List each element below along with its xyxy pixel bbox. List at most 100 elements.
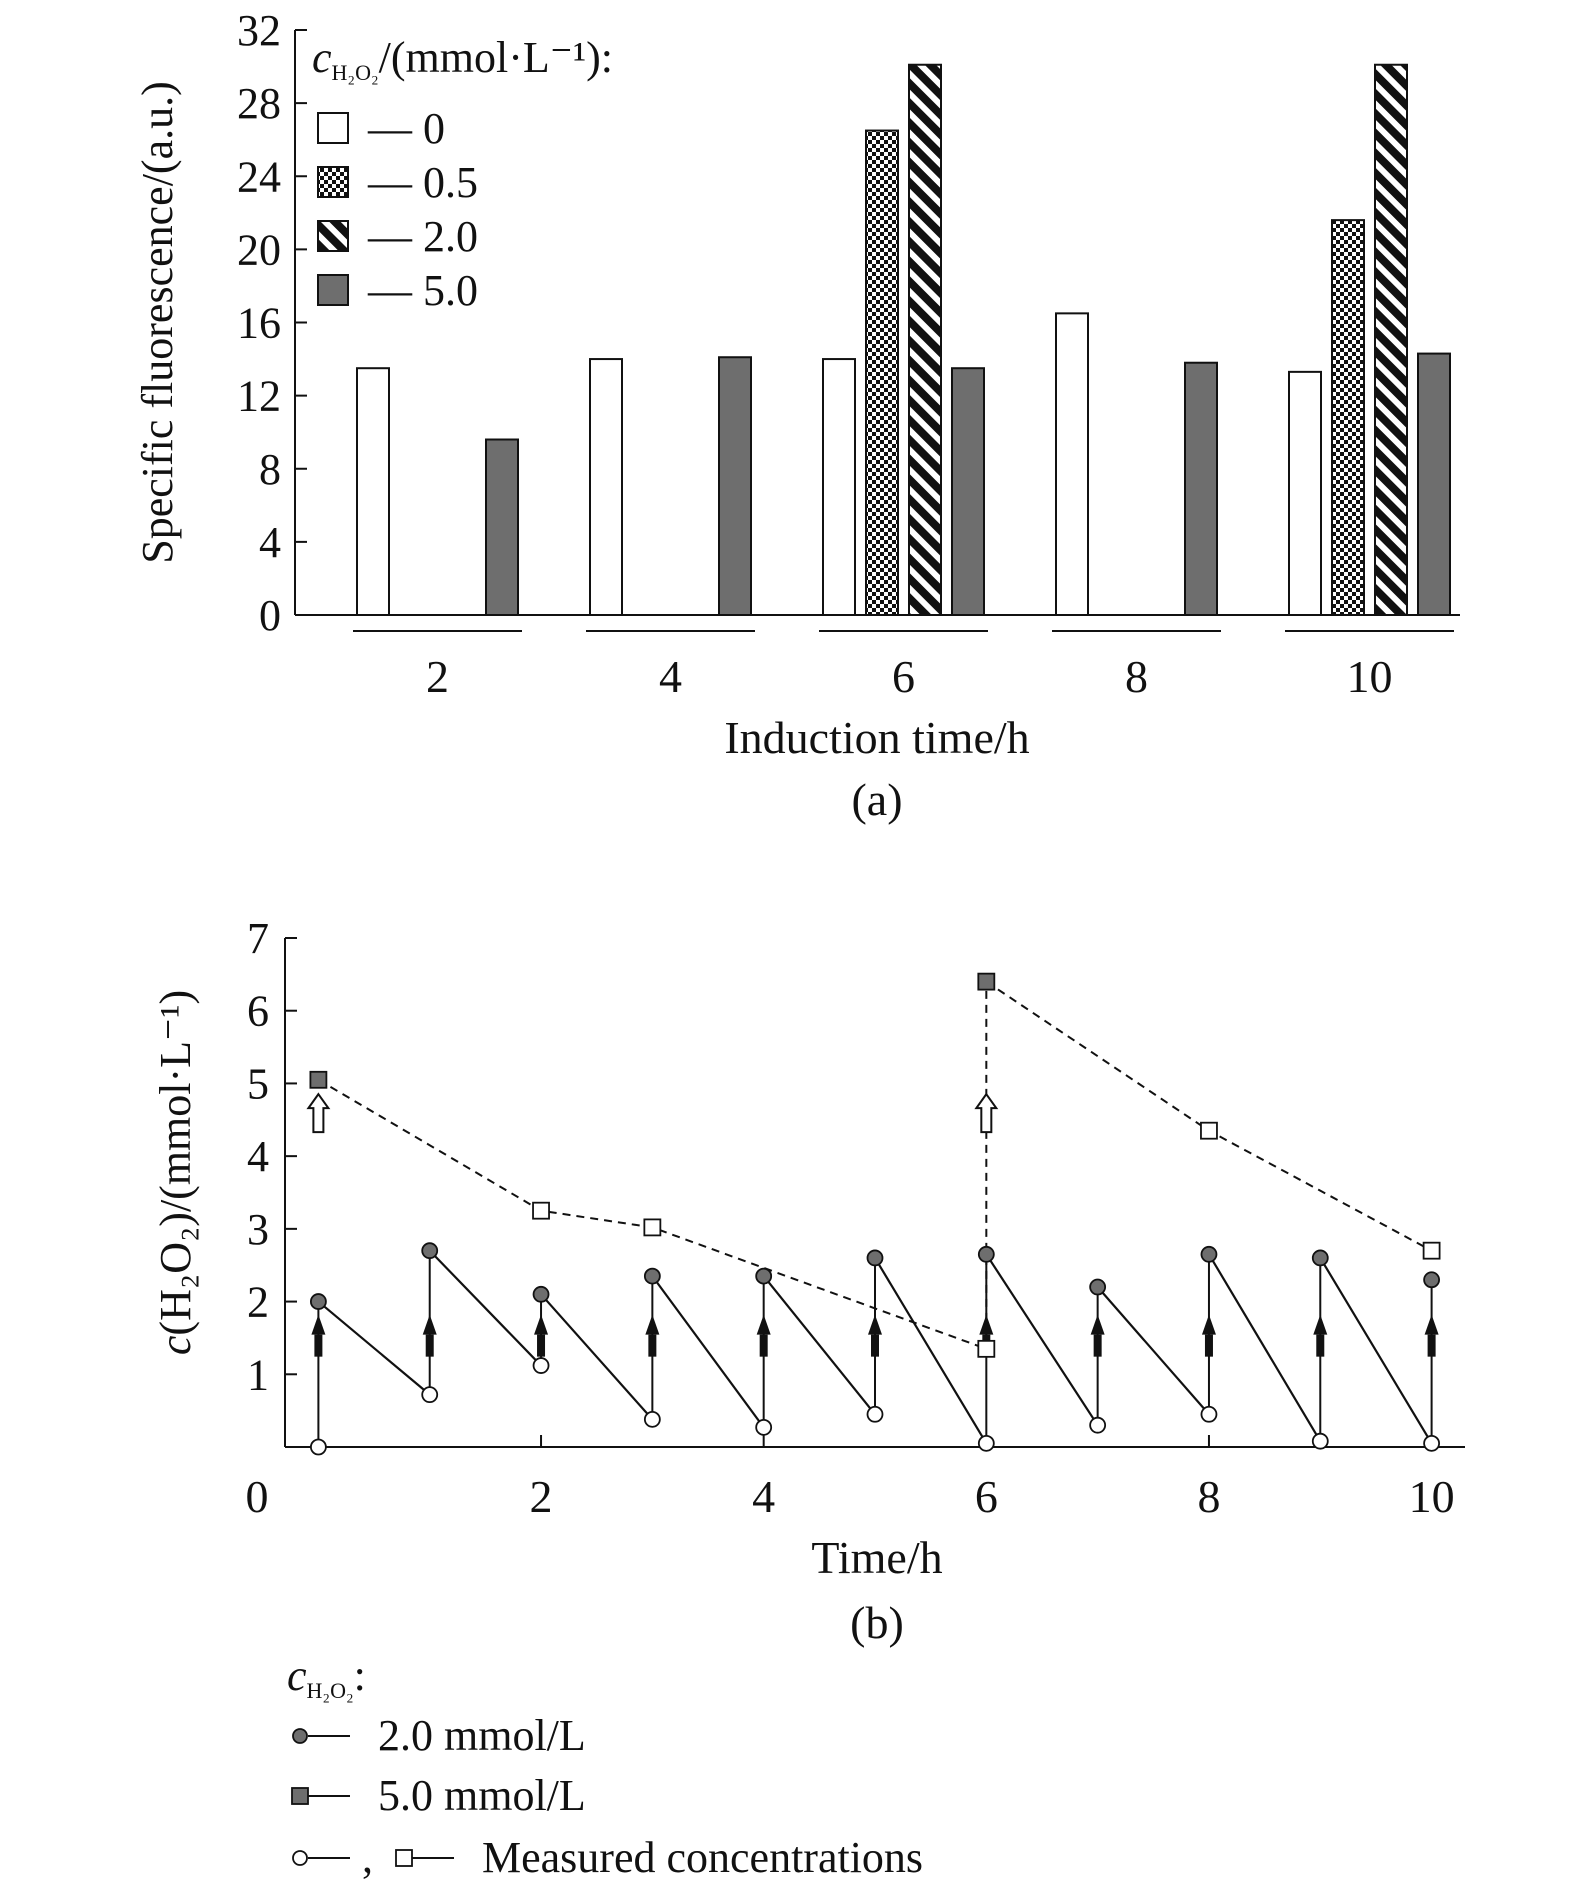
panel-b-dose-arrow-shaft xyxy=(1316,1334,1325,1357)
panel-b-measured-circle xyxy=(643,1410,661,1428)
panel-a-xtick-label: 8 xyxy=(1125,651,1148,702)
panel-b-2mmol-point xyxy=(532,1285,550,1303)
panel-a-bar xyxy=(1055,312,1089,616)
panel-b-2mmol-point xyxy=(643,1267,661,1285)
panel-a-bar xyxy=(1331,219,1365,616)
panel-b-dose-arrow xyxy=(534,1314,549,1335)
panel-b-ylabel-group: c(H₂O₂)/(mmol·L⁻¹) xyxy=(151,990,200,1355)
panel-b-xtick-label: 0 xyxy=(246,1471,269,1522)
panel-b-label: (b) xyxy=(850,1597,904,1648)
panel-b-5mmol-dose-arrow xyxy=(306,1092,331,1134)
panel-b-xtick-label: 2 xyxy=(530,1471,553,1522)
panel-a-label: (a) xyxy=(851,774,902,825)
panel-b-2mmol-point xyxy=(977,1245,995,1263)
panel-b-dose-arrow xyxy=(1201,1314,1216,1335)
panel-b-2mmol-decay-line xyxy=(1208,1253,1322,1442)
panel-b-dose-arrow xyxy=(868,1314,882,1335)
panel-a-legend-label: — 5.0 xyxy=(367,266,478,315)
panel-b-ytick-label: 6 xyxy=(247,987,269,1036)
panel-b-dose-arrow xyxy=(422,1314,437,1335)
panel-b-legend-title-rest: : xyxy=(354,1651,366,1700)
panel-b-legend-title-sub: H₂O₂ xyxy=(307,1678,354,1703)
panel-b-dose-arrow xyxy=(1313,1314,1328,1335)
panel-a-ytick-label: 0 xyxy=(259,591,281,640)
panel-a-bar xyxy=(1417,352,1451,616)
panel-a-ytick-label: 32 xyxy=(237,6,281,55)
panel-a-bar xyxy=(589,358,623,616)
panel-a-ylabel-group: Specific fluorescence/(a.u.) xyxy=(133,81,182,564)
panel-b-2mmol-point xyxy=(309,1293,327,1310)
panel-b-dose-arrow xyxy=(311,1314,326,1335)
panel-a-ytick-label: 12 xyxy=(237,372,281,421)
panel-b-dose-arrow-shaft xyxy=(648,1334,657,1357)
panel-a-bar xyxy=(1288,370,1322,616)
panel-a-yticks: 0 4 8 12 16 20 24 28 32 xyxy=(237,6,307,640)
panel-b-2mmol-point xyxy=(1311,1249,1329,1267)
panel-b-ylabel-rest: (H₂O₂)/(mmol·L⁻¹) xyxy=(151,990,200,1336)
panel-b-measured-circle xyxy=(309,1438,327,1456)
panel-b-dose-arrow xyxy=(645,1314,660,1335)
panel-b-5mmol-point xyxy=(309,1070,328,1089)
panel-a-legend-title: cH₂O₂/(mmol·L⁻¹): xyxy=(312,33,613,85)
panel-b-2mmol-decay-line xyxy=(428,1249,542,1367)
panel-b-dose-arrow-shaft xyxy=(537,1334,546,1357)
panel-b-ylabel-c: c xyxy=(151,1335,200,1355)
panel-a-bar xyxy=(718,356,752,616)
panel-b-ylabel: c(H₂O₂)/(mmol·L⁻¹) xyxy=(151,990,200,1355)
panel-a-legend-items: — 0 — 0.5 — 2.0 — 5.0 xyxy=(317,104,478,315)
panel-a-legend-swatch xyxy=(317,112,349,144)
panel-b-2mmol-decay-line xyxy=(1319,1257,1433,1444)
panel-b-xticks: 0 2 4 6 8 10 xyxy=(246,1435,1455,1522)
panel-b-2mmol-point xyxy=(866,1249,884,1267)
panel-b-measured-circle xyxy=(755,1418,773,1436)
panel-a-bar xyxy=(485,438,519,616)
panel-b-dose-arrow-shaft xyxy=(314,1334,323,1357)
panel-b-xtick-label: 10 xyxy=(1409,1471,1455,1522)
panel-b-marks xyxy=(306,972,1441,1456)
panel-b-ytick-label: 7 xyxy=(247,914,269,963)
panel-a-ytick-label: 16 xyxy=(237,299,281,348)
panel-a-ylabel: Specific fluorescence/(a.u.) xyxy=(133,81,182,564)
panel-b-ytick-label: 1 xyxy=(247,1350,269,1399)
panel-b-dose-arrow-shaft xyxy=(425,1334,434,1357)
panel-b-dose-arrow-shaft xyxy=(1204,1334,1213,1357)
panel-b-dose-arrow xyxy=(1090,1314,1105,1335)
panel-b-measured-circle xyxy=(532,1357,550,1374)
panel-b-2mmol-decay-line xyxy=(762,1275,876,1415)
panel-b-2mmol-decay-line xyxy=(1096,1286,1210,1416)
panel-b-measured-circle xyxy=(421,1386,439,1404)
panel-b-legend: cH₂O₂: 2.0 mmol/L 5.0 mmol/L, Measured con… xyxy=(287,1651,923,1882)
panel-b-2mmol-decay-line xyxy=(985,1253,1099,1426)
panel-a-xlabel: Induction time/h xyxy=(724,712,1029,763)
panel-b-2mmol-point xyxy=(421,1242,439,1260)
panel-a-bars xyxy=(356,63,1451,616)
panel-a-bar xyxy=(1374,63,1408,616)
panel-b-measured-circle xyxy=(866,1405,884,1423)
panel-a-legend-swatch xyxy=(317,220,349,252)
panel-b-2mmol-decay-line xyxy=(874,1257,988,1444)
panel-a-legend-swatch xyxy=(317,166,349,198)
panel-b-legend-title-c: c xyxy=(287,1651,307,1700)
panel-a-bar xyxy=(865,129,899,616)
panel-a-xtick-label: 6 xyxy=(892,651,915,702)
panel-b-xtick-label: 4 xyxy=(752,1471,775,1522)
panel-a-ytick-label: 8 xyxy=(259,445,281,494)
panel-b-2mmol-point xyxy=(1089,1278,1107,1296)
panel-b-legend-label: 5.0 mmol/L xyxy=(378,1771,586,1820)
panel-b-2mmol-decay-line xyxy=(651,1275,765,1429)
panel-b-xtick-label: 6 xyxy=(975,1471,998,1522)
panel-b-5mmol-point xyxy=(977,972,996,991)
panel-b-2mmol-point xyxy=(1423,1271,1441,1289)
panel-b-measured-circle xyxy=(977,1434,995,1452)
panel-b-legend-marker xyxy=(291,1787,309,1805)
panel-b-xlabel: Time/h xyxy=(811,1532,942,1583)
panel-a-xtick-label: 4 xyxy=(659,651,682,702)
panel-a-legend-title-sub: H₂O₂ xyxy=(332,60,379,85)
panel-a-bar xyxy=(822,358,856,616)
panel-a-ytick-label: 24 xyxy=(237,152,281,201)
panel-b-dose-arrow xyxy=(1424,1314,1439,1335)
panel-b-ytick-label: 2 xyxy=(247,1278,269,1327)
panel-b-dose-arrow-shaft xyxy=(871,1334,879,1357)
panel-b-measured-circle xyxy=(1089,1416,1107,1434)
